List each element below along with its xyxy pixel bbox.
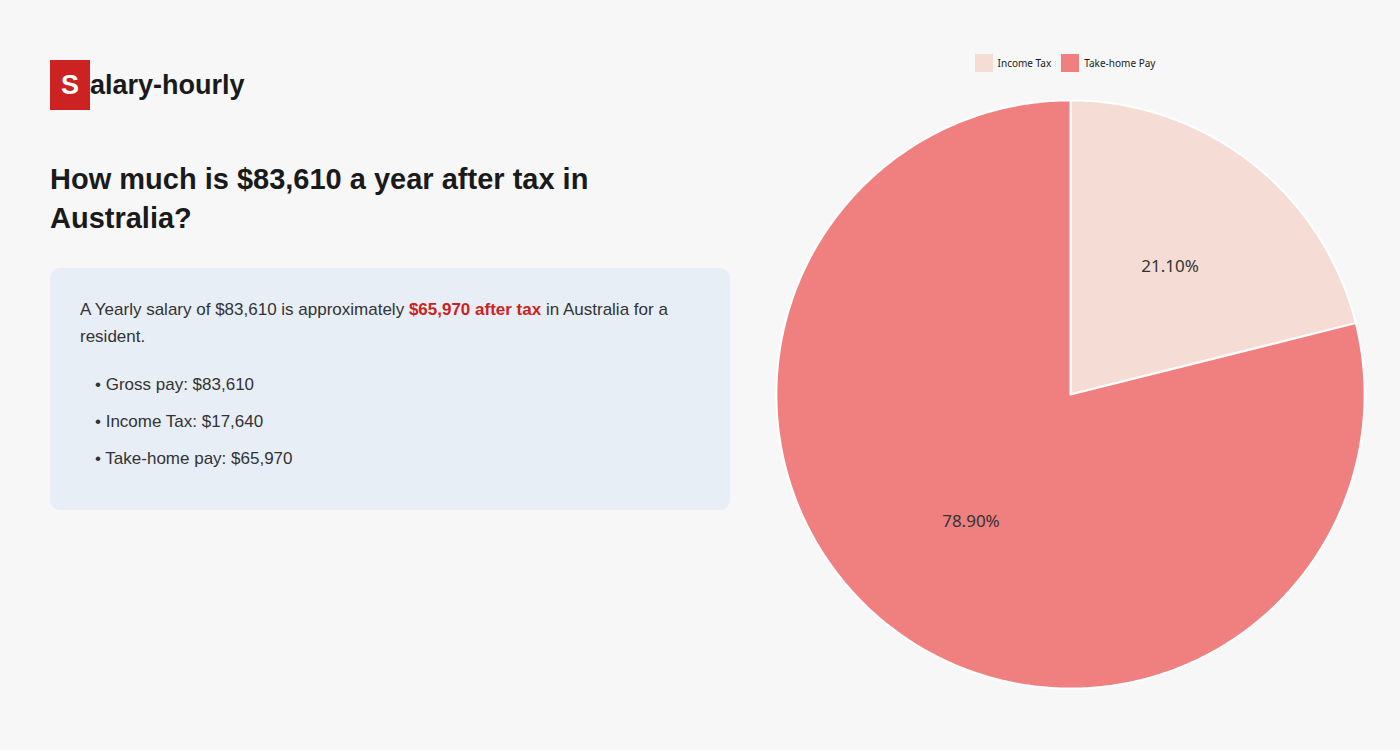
html-text:Income Tax: Income Tax (997, 55, 1052, 70)
html-text:A Yearly salary of $83,610 is: A Yearly salary of $83,610 is approximat… (80, 300, 668, 347)
html-text:• Take-home pay: $65,970: • Take-home pay: $65,970 (95, 449, 293, 468)
html-text:S: S (61, 69, 79, 100)
html-text:Take-home Pay: Take-home Pay (1084, 55, 1156, 70)
html-text:• Income Tax: $17,640: • Income Tax: $17,640 (95, 411, 264, 431)
html-text:alary-hourly: alary-hourly (90, 69, 245, 100)
html-text:How much is $83,610 a year aft: How much is $83,610 a year after tax in … (50, 163, 589, 235)
svg-text:21.10%: 21.10% (1141, 254, 1199, 277)
html-text:• Gross pay: $83,610: • Gross pay: $83,610 (95, 374, 254, 394)
svg-text:78.90%: 78.90% (942, 509, 1000, 532)
